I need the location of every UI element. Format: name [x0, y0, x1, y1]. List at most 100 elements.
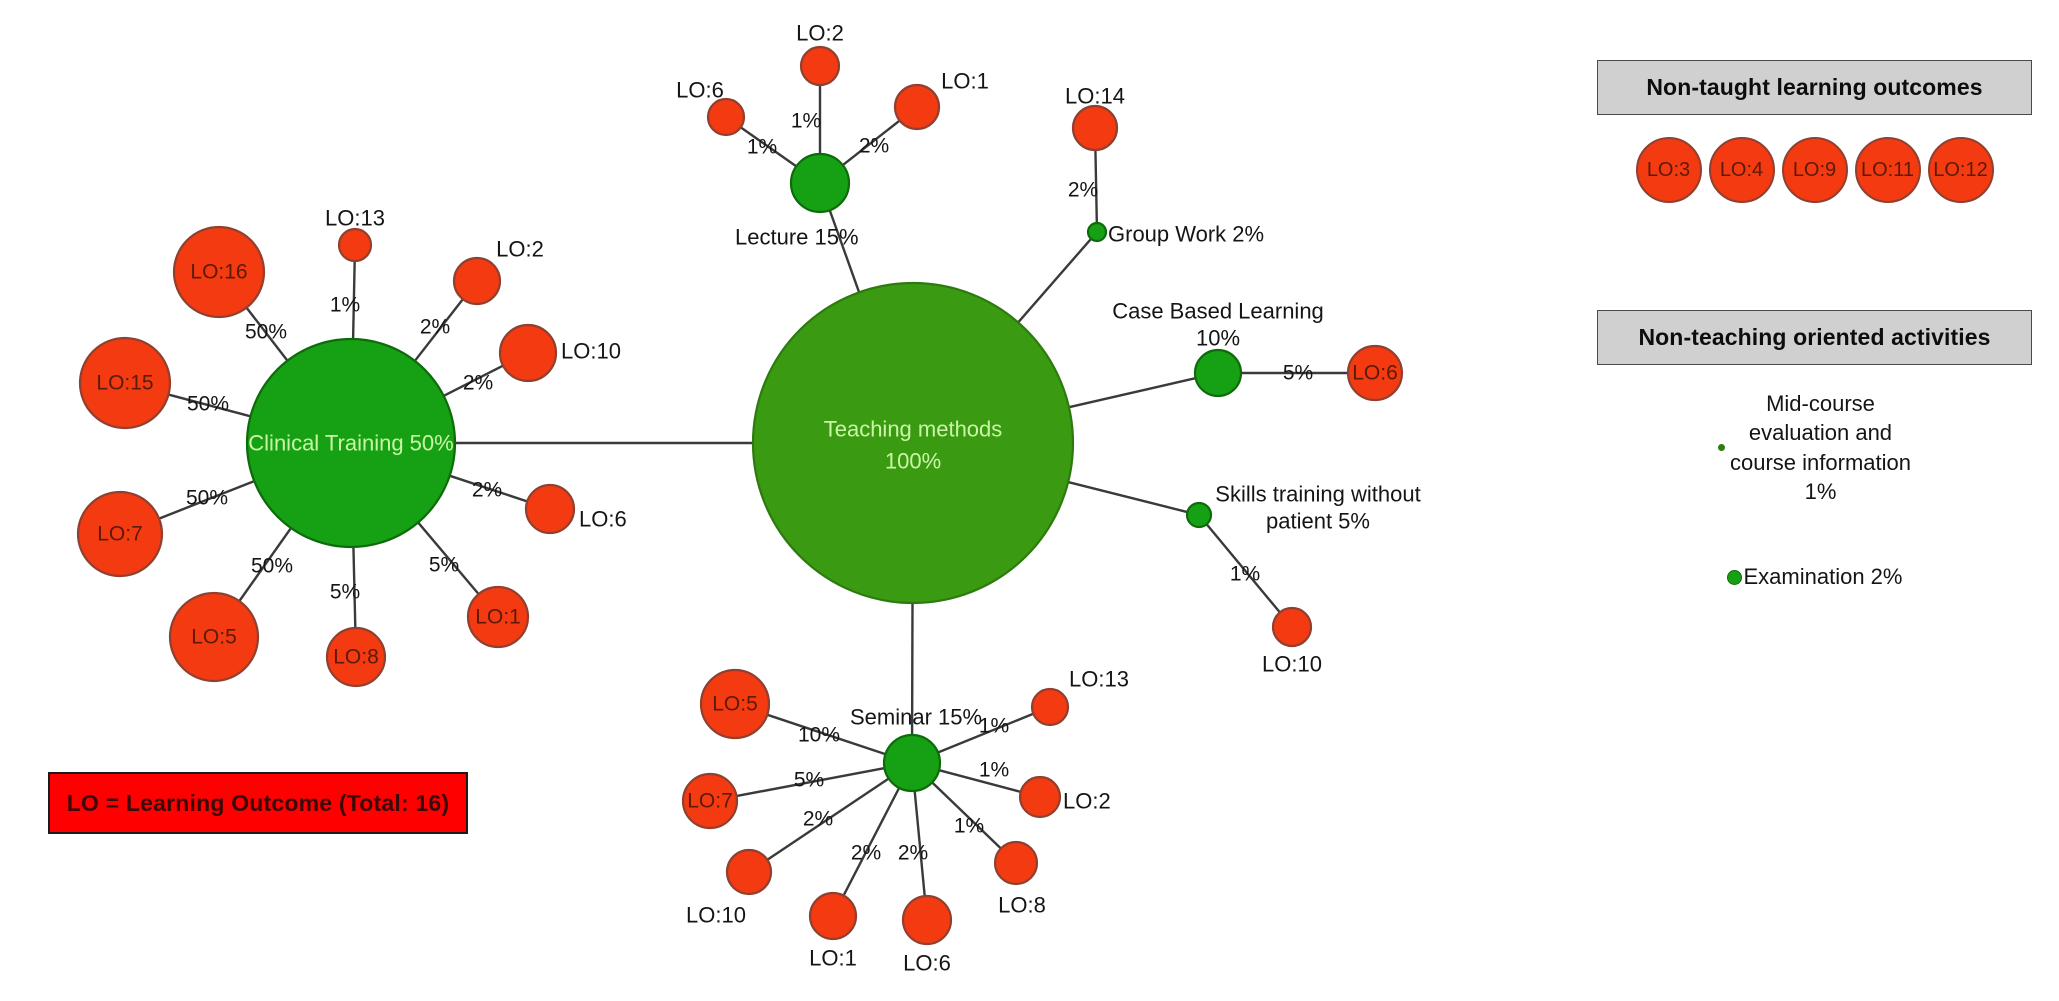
edge-clinical-training-to-ct-lo2: [413, 297, 465, 363]
edge-label-clinical-training-to-ct-lo10: 2%: [463, 372, 493, 395]
edge-label-case-based-learning-to-cbl-lo6: 5%: [1283, 362, 1313, 385]
node-case-based-learning[interactable]: [1193, 348, 1243, 398]
node-lec-lo2[interactable]: [799, 45, 841, 87]
edges-layer: [157, 84, 1349, 898]
node-ct-lo2[interactable]: [452, 256, 502, 306]
node-sem-lo10[interactable]: [725, 848, 773, 896]
edge-labels-layer: 50% 1% 2% 2% 2% 5% 5% 50% 50% 50% 1% 1% 2% 2% 5% 1% 10% 5…: [186, 110, 1313, 865]
node-sem-lo6[interactable]: [901, 894, 953, 946]
node-label-lec-lo1: LO:1: [941, 69, 989, 94]
non-taught-lo-chip[interactable]: LO:3: [1635, 137, 1702, 203]
edge-label-clinical-training-to-ct-lo2: 2%: [420, 316, 450, 339]
node-label-ct-lo1: LO:1: [475, 606, 521, 629]
node-ct-lo5[interactable]: [168, 591, 260, 683]
non-taught-lo-chip-label: LO:3: [1646, 158, 1691, 181]
legend-non-taught-header: Non-taught learning outcomes: [1597, 60, 2032, 115]
edge-clinical-training-to-ct-lo8: [352, 545, 357, 630]
node-label-ct-lo7: LO:7: [97, 523, 143, 546]
node-label-case-based-learning-line2: 10%: [1196, 326, 1240, 351]
node-sem-lo13[interactable]: [1030, 687, 1070, 727]
node-ct-lo10[interactable]: [498, 323, 558, 383]
node-ct-lo8[interactable]: [325, 626, 387, 688]
edge-teaching-methods-to-skills-training-without-patient: [1066, 480, 1189, 514]
edge-clinical-training-to-ct-lo16: [244, 306, 290, 363]
edge-label-seminar-to-sem-lo7: 5%: [794, 769, 824, 792]
node-label-ct-lo10: LO:10: [561, 339, 621, 364]
node-gw-lo14[interactable]: [1071, 104, 1119, 152]
node-ct-lo6[interactable]: [524, 483, 576, 535]
node-label-sem-lo7: LO:7: [687, 790, 733, 813]
edge-label-skills-training-without-patient-to-st-lo10: 1%: [1230, 563, 1260, 586]
node-label-sem-lo10: LO:10: [686, 903, 746, 928]
edge-label-lecture-to-lec-lo2: 1%: [791, 110, 821, 133]
node-label-sem-lo2: LO:2: [1063, 789, 1111, 814]
node-label-skills-training-without-patient-line1: Skills training without: [1215, 482, 1420, 507]
edge-seminar-to-sem-lo7: [735, 766, 886, 798]
node-sem-lo8[interactable]: [993, 840, 1039, 886]
node-st-lo10[interactable]: [1271, 606, 1313, 648]
edge-label-seminar-to-sem-lo2: 1%: [979, 759, 1009, 782]
legend-non-teaching-header: Non-teaching oriented activities: [1597, 310, 2032, 365]
edge-skills-training-without-patient-to-st-lo10: [1205, 522, 1282, 614]
node-ct-lo16[interactable]: [172, 225, 266, 319]
node-seminar[interactable]: [882, 733, 942, 793]
edge-label-lecture-to-lec-lo1: 2%: [859, 135, 889, 158]
node-label-skills-training-without-patient-line2: patient 5%: [1266, 509, 1370, 534]
node-ct-lo13[interactable]: [337, 227, 373, 263]
node-lec-lo6[interactable]: [706, 97, 746, 137]
node-cbl-lo6[interactable]: [1346, 344, 1404, 402]
node-label-ct-lo2: LO:2: [496, 237, 544, 262]
node-label-clinical-training: Clinical Training 50%: [248, 431, 453, 456]
node-label-ct-lo16: LO:16: [190, 261, 247, 284]
non-taught-lo-chip[interactable]: LO:12: [1927, 137, 1994, 203]
legend-non-taught-learning-outcomes: Non-taught learning outcomes LO:3 LO:4 LO:…: [1597, 60, 2032, 203]
edge-label-clinical-training-to-ct-lo16: 50%: [245, 321, 287, 344]
non-teaching-activity-line: 1%: [1804, 478, 1837, 504]
node-clinical-training[interactable]: [245, 337, 457, 549]
node-teaching-methods[interactable]: [751, 281, 1075, 605]
edge-seminar-to-sem-lo6: [913, 789, 927, 898]
node-label-group-work: Group Work 2%: [1108, 222, 1264, 247]
node-group-work[interactable]: [1086, 221, 1108, 243]
non-teaching-activity-line: evaluation and: [1748, 420, 1893, 446]
edge-label-seminar-to-sem-lo6: 2%: [898, 842, 928, 865]
node-label-ct-lo15: LO:15: [96, 372, 153, 395]
non-teaching-activity-line: Examination 2%: [1743, 564, 1903, 589]
node-ct-lo15[interactable]: [78, 336, 172, 430]
non-taught-lo-chip-label: LO:4: [1719, 158, 1764, 181]
node-label-lec-lo2: LO:2: [796, 21, 844, 46]
non-taught-lo-chip[interactable]: LO:9: [1781, 137, 1848, 203]
edge-seminar-to-sem-lo2: [937, 768, 1022, 794]
node-sem-lo2[interactable]: [1018, 775, 1062, 819]
node-sem-lo5[interactable]: [699, 668, 771, 740]
non-taught-lo-chip[interactable]: LO:4: [1708, 137, 1775, 203]
edge-label-seminar-to-sem-lo13: 1%: [979, 715, 1009, 738]
node-lecture[interactable]: [789, 152, 851, 214]
non-taught-lo-chip-label: LO:9: [1792, 158, 1837, 181]
non-taught-lo-chip[interactable]: LO:11: [1854, 137, 1921, 203]
node-label-sem-lo13: LO:13: [1069, 667, 1129, 692]
edge-clinical-training-to-ct-lo1: [416, 520, 481, 596]
legend-non-teaching-oriented-activities: Non-teaching oriented activities Mid-cou…: [1597, 310, 2032, 590]
node-sem-lo1[interactable]: [808, 891, 858, 941]
node-lec-lo1[interactable]: [893, 83, 941, 131]
edge-clinical-training-to-ct-lo13: [351, 259, 356, 341]
node-ct-lo1[interactable]: [466, 585, 530, 649]
edge-label-group-work-to-gw-lo14: 2%: [1068, 179, 1098, 202]
non-teaching-activity-label: Examination 2%: [1744, 564, 1903, 590]
lo-definition-text: LO = Learning Outcome (Total: 16): [66, 789, 450, 816]
lo-definition-box: LO = Learning Outcome (Total: 16): [48, 772, 468, 834]
node-ct-lo7[interactable]: [76, 490, 164, 578]
edge-seminar-to-sem-lo5: [765, 713, 887, 756]
edge-label-seminar-to-sem-lo10: 2%: [803, 808, 833, 831]
edge-teaching-methods-to-lecture: [828, 208, 861, 294]
node-label-sem-lo6: LO:6: [903, 951, 951, 976]
edge-clinical-training-to-ct-lo6: [448, 474, 529, 503]
node-sem-lo7[interactable]: [681, 772, 739, 830]
node-labels-layer: Teaching methods 100% Clinical Training 50…: [96, 21, 1420, 976]
node-skills-training-without-patient[interactable]: [1185, 501, 1213, 529]
edge-seminar-to-sem-lo13: [936, 712, 1035, 754]
node-label-lecture: Lecture 15%: [735, 225, 859, 250]
edge-seminar-to-sem-lo1: [842, 786, 901, 898]
edge-lecture-to-lec-lo1: [841, 119, 902, 167]
